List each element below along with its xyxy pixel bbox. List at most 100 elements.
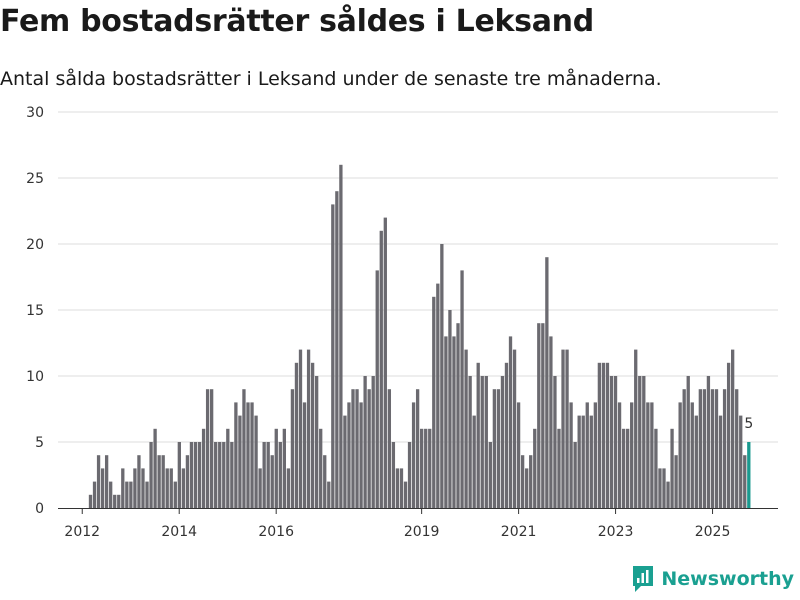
bar — [383, 217, 387, 508]
bar — [415, 389, 420, 508]
bar — [351, 389, 355, 508]
bar — [561, 349, 565, 508]
bar — [339, 164, 343, 509]
bar — [436, 283, 440, 508]
bars — [88, 164, 751, 509]
bar — [133, 468, 137, 508]
bar — [363, 376, 367, 508]
bar — [117, 494, 121, 508]
bar — [666, 481, 670, 508]
bar — [593, 402, 597, 508]
bar — [432, 296, 436, 508]
bar — [674, 455, 678, 508]
bar — [694, 415, 698, 508]
y-tick-label: 25 — [26, 171, 44, 187]
bar — [569, 402, 573, 508]
bar — [258, 468, 262, 508]
bar — [165, 468, 169, 508]
bar — [739, 415, 743, 508]
bar — [331, 204, 335, 508]
bar — [573, 442, 577, 508]
bar — [209, 389, 214, 508]
bar — [698, 389, 702, 508]
y-tick-label: 0 — [35, 501, 44, 517]
bar — [302, 402, 307, 508]
bar — [238, 415, 242, 508]
bar — [464, 349, 468, 508]
bar — [448, 310, 452, 508]
bar — [327, 481, 331, 508]
chart-title: Fem bostadsrätter såldes i Leksand — [0, 4, 594, 39]
bar — [407, 442, 412, 508]
bar — [193, 442, 198, 508]
x-tick-label: 2016 — [258, 524, 294, 540]
bar — [424, 428, 428, 508]
bar — [274, 428, 278, 508]
bar — [100, 468, 105, 508]
bar — [145, 481, 149, 508]
bar — [440, 244, 444, 508]
x-tick-label: 2012 — [64, 524, 100, 540]
bar — [553, 376, 557, 508]
bar — [250, 402, 254, 508]
bar — [129, 481, 133, 508]
bar — [444, 336, 448, 508]
bar — [706, 376, 711, 508]
bar — [278, 442, 282, 508]
bar — [420, 428, 424, 508]
bar — [726, 362, 731, 508]
bar — [460, 270, 464, 508]
bar — [702, 389, 707, 508]
bar — [597, 362, 602, 508]
bar — [104, 455, 109, 508]
y-tick-label: 15 — [26, 303, 44, 319]
bar — [113, 494, 117, 508]
bar — [512, 349, 517, 508]
bar — [266, 442, 270, 508]
x-tick-label: 2019 — [404, 524, 440, 540]
chart-subtitle: Antal sålda bostadsrätter i Leksand unde… — [0, 68, 662, 90]
bar — [565, 349, 569, 508]
bar — [290, 389, 295, 508]
bar — [500, 376, 505, 508]
bar — [270, 455, 274, 508]
bar — [735, 389, 739, 508]
y-axis-ticks: 0 5 10 15 20 25 30 — [26, 105, 44, 517]
bar — [557, 428, 561, 508]
bar — [359, 402, 363, 508]
y-tick-label: 10 — [26, 369, 44, 385]
x-tick-label: 2014 — [161, 524, 197, 540]
bar — [520, 455, 525, 508]
bar — [161, 455, 165, 508]
bar — [335, 191, 339, 508]
bar — [306, 349, 311, 508]
bar — [718, 415, 723, 508]
bar — [181, 468, 186, 508]
bar — [355, 389, 359, 508]
bar — [205, 389, 210, 508]
bar — [468, 376, 472, 508]
bar — [371, 376, 375, 508]
bar — [625, 428, 630, 508]
bar — [484, 376, 488, 508]
bar — [577, 415, 581, 508]
bar — [395, 468, 400, 508]
highlight-value-label: 5 — [744, 416, 753, 432]
y-tick-label: 5 — [35, 435, 44, 451]
bar — [516, 402, 521, 508]
bar — [541, 323, 545, 508]
bar — [323, 455, 327, 508]
bar — [710, 389, 715, 508]
bar — [428, 428, 432, 508]
bar — [254, 415, 258, 508]
x-tick-label: 2023 — [598, 524, 634, 540]
bar — [492, 389, 497, 508]
bar — [282, 428, 286, 508]
bar — [298, 349, 303, 508]
bar — [387, 389, 392, 508]
bar — [609, 376, 614, 508]
bar — [343, 415, 347, 508]
bar — [529, 455, 533, 508]
bar — [537, 323, 541, 508]
bar — [525, 468, 529, 508]
